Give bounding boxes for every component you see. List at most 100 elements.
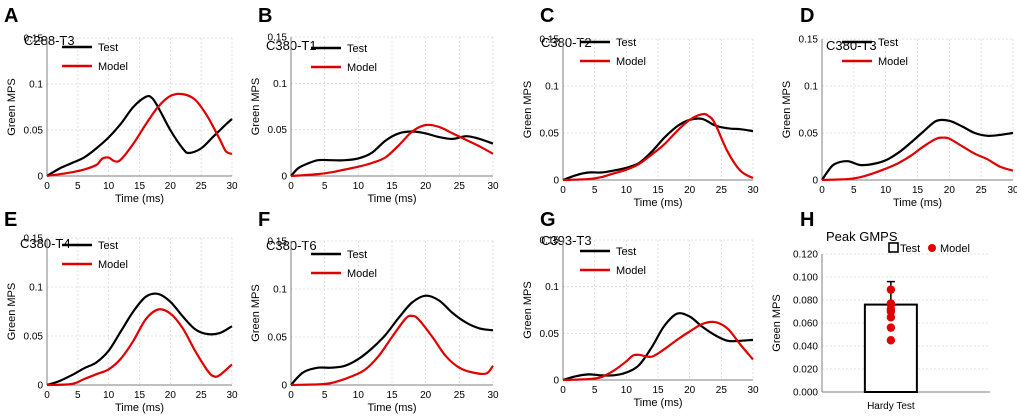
- series-line-test: [821, 118, 1014, 181]
- x-tick-label: 20: [684, 185, 696, 196]
- y-tick-label: 0.15: [799, 35, 819, 46]
- x-tick-label: 30: [226, 181, 238, 192]
- x-tick-label: 25: [454, 390, 466, 401]
- x-tick-label: 10: [621, 385, 633, 396]
- y-tick-label: 0.05: [799, 129, 819, 140]
- x-tick-label: 15: [386, 390, 398, 401]
- x-tick-label: 5: [322, 181, 328, 192]
- x-tick-label: 30: [747, 185, 759, 196]
- legend-label-model: Model: [616, 56, 646, 68]
- x-tick-label: 10: [353, 181, 365, 192]
- x-tick-label: 25: [454, 181, 466, 192]
- x-axis-label: Time (ms): [893, 197, 942, 209]
- x-tick-label: 30: [487, 390, 499, 401]
- x-tick-label: 15: [652, 385, 664, 396]
- x-tick-label: 5: [592, 185, 598, 196]
- series-line-model: [46, 308, 233, 387]
- y-tick-label: 0.1: [29, 283, 43, 294]
- y-axis-label: Green MPS: [522, 281, 534, 338]
- series-line-model: [562, 112, 754, 182]
- model-point: [886, 323, 896, 332]
- x-tick-label: 20: [420, 181, 432, 192]
- legend-label-model: Model: [616, 265, 646, 277]
- panel-title: C393-T3: [541, 233, 592, 248]
- series-line-model: [821, 136, 1014, 182]
- x-tick-label: 25: [716, 385, 728, 396]
- legend-swatch-model: [928, 244, 936, 252]
- series-line-model: [290, 123, 494, 178]
- x-category-label: Hardy Test: [867, 401, 915, 412]
- y-tick-label: 0.05: [24, 332, 44, 343]
- y-axis-label: Green MPS: [522, 81, 534, 138]
- y-tick-label: 0.05: [540, 129, 560, 140]
- model-point: [886, 313, 896, 322]
- y-tick-label: 0.15: [268, 237, 288, 248]
- model-point: [886, 336, 896, 345]
- x-tick-label: 10: [880, 185, 892, 196]
- y-tick-label: 0.120: [793, 250, 818, 261]
- legend-label-model: Model: [940, 243, 970, 255]
- series-line-test: [562, 117, 754, 182]
- y-tick-label: 0.020: [793, 365, 818, 376]
- x-tick-label: 15: [386, 181, 398, 192]
- series-line-test: [290, 294, 494, 386]
- x-tick-label: 5: [75, 181, 81, 192]
- y-tick-label: 0.15: [24, 234, 44, 245]
- x-tick-label: 5: [322, 390, 328, 401]
- y-tick-label: 0: [553, 376, 559, 387]
- legend-label-test: Test: [347, 249, 367, 261]
- panel-letter: G: [540, 209, 556, 231]
- x-tick-label: 10: [621, 185, 633, 196]
- x-tick-label: 25: [976, 185, 988, 196]
- panel-title: C380-T3: [826, 38, 877, 53]
- x-tick-label: 20: [165, 181, 177, 192]
- y-tick-label: 0: [281, 172, 287, 183]
- x-axis-label: Time (ms): [633, 397, 682, 409]
- x-axis-label: Time (ms): [633, 197, 682, 209]
- x-tick-label: 25: [196, 390, 208, 401]
- panel-g: G C393-T3 0 5 10 15 20 25 30 0 0.05 0.1 0.15 Time (ms…: [522, 209, 759, 409]
- legend-label-model: Model: [347, 268, 377, 280]
- x-tick-label: 20: [420, 390, 432, 401]
- x-tick-label: 0: [44, 390, 50, 401]
- y-tick-label: 0.15: [268, 33, 288, 44]
- panel-a: A C288-T3 0 5 10 15 20 25 30 0 0.05 0.1 0.15 Time (ms…: [4, 5, 238, 205]
- legend-label-test: Test: [347, 43, 367, 55]
- y-tick-label: 0.05: [540, 329, 560, 340]
- x-tick-label: 30: [487, 181, 499, 192]
- y-tick-label: 0.1: [29, 80, 43, 91]
- legend-label-test: Test: [616, 246, 636, 258]
- panel-title: C288-T3: [24, 33, 75, 48]
- series-line-test: [290, 130, 494, 177]
- panel-c: C C380-T2 0 5 10 15 20 25 30 0 0.05 0.1 0.15 Time (ms…: [522, 5, 759, 209]
- y-tick-label: 0.000: [793, 388, 818, 399]
- x-tick-label: 10: [353, 390, 365, 401]
- y-tick-label: 0.15: [540, 35, 560, 46]
- y-tick-label: 0.1: [273, 285, 287, 296]
- panel-letter: E: [4, 209, 17, 231]
- x-tick-label: 0: [560, 185, 566, 196]
- legend-label-model: Model: [347, 62, 377, 74]
- x-tick-label: 5: [592, 385, 598, 396]
- x-tick-label: 5: [851, 185, 857, 196]
- x-tick-label: 10: [103, 390, 115, 401]
- x-tick-label: 25: [196, 181, 208, 192]
- panel-letter: C: [540, 5, 554, 27]
- legend-label-model: Model: [98, 61, 128, 73]
- x-tick-label: 15: [652, 185, 664, 196]
- y-tick-label: 0.1: [804, 82, 818, 93]
- legend-label-test: Test: [878, 37, 898, 49]
- y-axis-label: Green MPS: [250, 78, 262, 135]
- panel-title: C380-T2: [541, 35, 592, 50]
- panel-title: C380-T4: [20, 236, 71, 251]
- y-tick-label: 0.1: [273, 79, 287, 90]
- y-tick-label: 0: [812, 176, 818, 187]
- panel-title: Peak GMPS: [826, 229, 898, 244]
- x-tick-label: 10: [103, 181, 115, 192]
- y-axis-label: Green MPS: [771, 294, 783, 351]
- x-axis-label: Time (ms): [115, 402, 164, 414]
- x-tick-label: 15: [134, 390, 146, 401]
- y-tick-label: 0: [553, 176, 559, 187]
